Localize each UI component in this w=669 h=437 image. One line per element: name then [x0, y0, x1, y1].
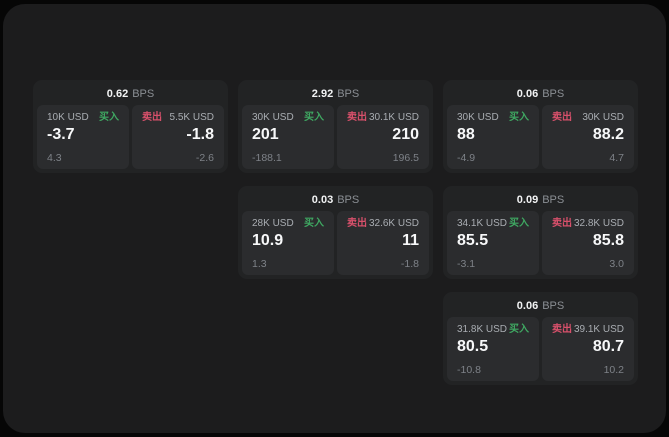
buy-panel[interactable]: 10K USD 买入 -3.7 4.3 — [37, 105, 129, 169]
sell-value: 210 — [392, 126, 419, 143]
sell-panel[interactable]: 卖出 32.8K USD 85.8 3.0 — [542, 211, 634, 275]
sell-panel[interactable]: 卖出 32.6K USD 11 -1.8 — [337, 211, 429, 275]
buy-value: 80.5 — [457, 338, 489, 355]
quote-card[interactable]: 0.06 BPS 30K USD 买入 88 -4.9 卖出 30K USD 8… — [443, 80, 638, 173]
sell-panel[interactable]: 卖出 5.5K USD -1.8 -2.6 — [132, 105, 224, 169]
buy-value: 85.5 — [457, 232, 489, 249]
sell-side-label: 卖出 — [552, 218, 572, 229]
card-header: 0.06 BPS — [447, 84, 634, 105]
cards-grid: 0.62 BPS 10K USD 买入 -3.7 4.3 卖出 5.5K USD… — [3, 4, 666, 385]
buy-value: 88 — [457, 126, 475, 143]
buy-value: 201 — [252, 126, 279, 143]
buy-amount: 30K USD — [457, 112, 499, 123]
buy-amount: 10K USD — [47, 112, 89, 123]
buy-subvalue: -10.8 — [457, 363, 481, 376]
buy-sell-panels: 10K USD 买入 -3.7 4.3 卖出 5.5K USD -1.8 -2.… — [37, 105, 224, 169]
buy-side-label: 买入 — [509, 324, 529, 335]
buy-subvalue: -3.1 — [457, 257, 476, 270]
quote-card[interactable]: 0.03 BPS 28K USD 买入 10.9 1.3 卖出 32.6K US… — [238, 186, 433, 279]
sell-value: 88.2 — [592, 126, 624, 143]
buy-panel[interactable]: 31.8K USD 买入 80.5 -10.8 — [447, 317, 539, 381]
sell-value: 80.7 — [592, 338, 624, 355]
sell-amount: 32.8K USD — [573, 218, 624, 229]
quote-card[interactable]: 2.92 BPS 30K USD 买入 201 -188.1 卖出 30.1K … — [238, 80, 433, 173]
buy-subvalue: 4.3 — [47, 151, 62, 164]
sell-panel[interactable]: 卖出 30K USD 88.2 4.7 — [542, 105, 634, 169]
buy-subvalue: -188.1 — [252, 151, 282, 164]
sell-amount: 39.1K USD — [573, 324, 624, 335]
buy-side-label: 买入 — [509, 112, 529, 123]
sell-subvalue: -2.6 — [195, 151, 214, 164]
buy-sell-panels: 30K USD 买入 88 -4.9 卖出 30K USD 88.2 4.7 — [447, 105, 634, 169]
sell-amount: 32.6K USD — [368, 218, 419, 229]
buy-sell-panels: 31.8K USD 买入 80.5 -10.8 卖出 39.1K USD 80.… — [447, 317, 634, 381]
bps-value: 0.62 — [106, 88, 129, 100]
buy-panel[interactable]: 30K USD 买入 201 -188.1 — [242, 105, 334, 169]
quote-card[interactable]: 0.62 BPS 10K USD 买入 -3.7 4.3 卖出 5.5K USD… — [33, 80, 228, 173]
buy-side-label: 买入 — [304, 112, 324, 123]
sell-amount: 5.5K USD — [169, 112, 214, 123]
sell-amount: 30K USD — [582, 112, 624, 123]
sell-side-label: 卖出 — [552, 112, 572, 123]
bps-value: 2.92 — [311, 88, 334, 100]
buy-side-label: 买入 — [304, 218, 324, 229]
bps-unit-label: BPS — [542, 300, 565, 312]
sell-amount: 30.1K USD — [368, 112, 419, 123]
buy-sell-panels: 34.1K USD 买入 85.5 -3.1 卖出 32.8K USD 85.8… — [447, 211, 634, 275]
sell-subvalue: 10.2 — [603, 363, 624, 376]
sell-subvalue: 3.0 — [609, 257, 624, 270]
buy-side-label: 买入 — [99, 112, 119, 123]
card-header: 0.06 BPS — [447, 296, 634, 317]
buy-value: -3.7 — [47, 126, 75, 143]
buy-sell-panels: 28K USD 买入 10.9 1.3 卖出 32.6K USD 11 -1.8 — [242, 211, 429, 275]
sell-subvalue: 196.5 — [392, 151, 419, 164]
sell-side-label: 卖出 — [347, 218, 367, 229]
quote-card[interactable]: 0.06 BPS 31.8K USD 买入 80.5 -10.8 卖出 39.1… — [443, 292, 638, 385]
buy-amount: 34.1K USD — [457, 218, 508, 229]
bps-value: 0.03 — [311, 194, 334, 206]
card-header: 0.03 BPS — [242, 190, 429, 211]
sell-panel[interactable]: 卖出 30.1K USD 210 196.5 — [337, 105, 429, 169]
sell-subvalue: -1.8 — [400, 257, 419, 270]
card-header: 0.09 BPS — [447, 190, 634, 211]
buy-side-label: 买入 — [509, 218, 529, 229]
buy-amount: 30K USD — [252, 112, 294, 123]
buy-value: 10.9 — [252, 232, 284, 249]
buy-sell-panels: 30K USD 买入 201 -188.1 卖出 30.1K USD 210 1… — [242, 105, 429, 169]
bps-unit-label: BPS — [337, 194, 360, 206]
sell-subvalue: 4.7 — [609, 151, 624, 164]
bps-unit-label: BPS — [542, 194, 565, 206]
buy-panel[interactable]: 28K USD 买入 10.9 1.3 — [242, 211, 334, 275]
sell-side-label: 卖出 — [552, 324, 572, 335]
bps-value: 0.09 — [516, 194, 539, 206]
buy-panel[interactable]: 34.1K USD 买入 85.5 -3.1 — [447, 211, 539, 275]
bps-value: 0.06 — [516, 88, 539, 100]
buy-subvalue: 1.3 — [252, 257, 267, 270]
buy-amount: 31.8K USD — [457, 324, 508, 335]
sell-side-label: 卖出 — [347, 112, 367, 123]
bps-unit-label: BPS — [337, 88, 360, 100]
sell-value: -1.8 — [186, 126, 214, 143]
quote-card[interactable]: 0.09 BPS 34.1K USD 买入 85.5 -3.1 卖出 32.8K… — [443, 186, 638, 279]
card-header: 2.92 BPS — [242, 84, 429, 105]
buy-amount: 28K USD — [252, 218, 294, 229]
buy-panel[interactable]: 30K USD 买入 88 -4.9 — [447, 105, 539, 169]
sell-side-label: 卖出 — [142, 112, 162, 123]
bps-value: 0.06 — [516, 300, 539, 312]
sell-value: 11 — [402, 232, 419, 249]
buy-subvalue: -4.9 — [457, 151, 476, 164]
bps-unit-label: BPS — [132, 88, 155, 100]
sell-value: 85.8 — [592, 232, 624, 249]
quotes-panel: 0.62 BPS 10K USD 买入 -3.7 4.3 卖出 5.5K USD… — [3, 4, 666, 433]
bps-unit-label: BPS — [542, 88, 565, 100]
card-header: 0.62 BPS — [37, 84, 224, 105]
sell-panel[interactable]: 卖出 39.1K USD 80.7 10.2 — [542, 317, 634, 381]
